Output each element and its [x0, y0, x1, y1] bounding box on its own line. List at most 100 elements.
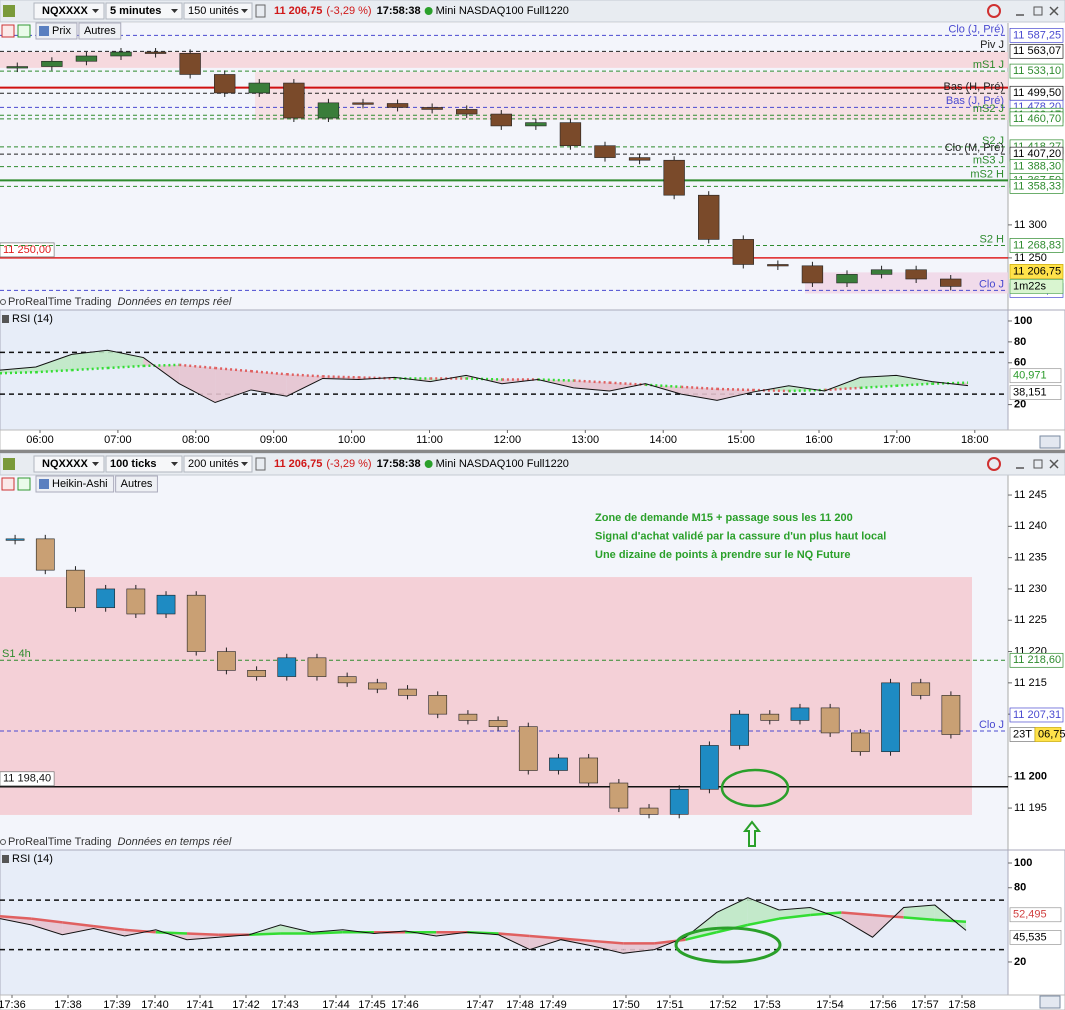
time-axis: [0, 994, 1065, 1010]
rsi-signal: [215, 366, 252, 373]
rsi-signal: [186, 932, 219, 936]
time-label: 15:00: [727, 434, 755, 446]
tab-icon-down[interactable]: [1, 24, 15, 38]
time-label: 10:00: [338, 434, 366, 446]
candle: [669, 788, 689, 815]
refresh-icon[interactable]: [987, 4, 1001, 18]
time-label: 17:51: [656, 999, 684, 1010]
tab[interactable]: [115, 475, 158, 493]
candle: [609, 782, 629, 809]
candle: [760, 713, 780, 721]
y-tick-label: 11 200: [1014, 771, 1047, 783]
watermark-sub: Données en temps réel: [118, 836, 232, 848]
candle: [836, 274, 858, 284]
rsi-signal: [717, 387, 753, 392]
tab-label[interactable]: Heikin-Ashi: [52, 478, 108, 490]
zoom-button[interactable]: [1039, 995, 1061, 1009]
y-tick-label: 11 230: [1014, 583, 1047, 595]
rsi-signal: [250, 369, 287, 376]
y-tick-label: 11 240: [1014, 520, 1047, 532]
time-label: 17:46: [391, 999, 419, 1010]
tab[interactable]: [35, 475, 115, 493]
tab-icon-up[interactable]: [17, 24, 31, 38]
rsi-signal: [778, 913, 811, 920]
price-change: (-3,29 %): [326, 5, 371, 17]
candle: [110, 51, 132, 57]
dropdown-arrow[interactable]: [241, 462, 248, 466]
rsi-icon: [2, 315, 9, 323]
clock: 17:58:38: [377, 5, 421, 17]
time-label: 17:49: [539, 999, 567, 1010]
level-label: S1 4h: [2, 648, 31, 660]
dropdown-arrow[interactable]: [241, 9, 248, 13]
rsi-last: 38,151: [1013, 387, 1047, 399]
dropdown-arrow[interactable]: [171, 9, 178, 13]
tab-label[interactable]: Autres: [84, 25, 116, 37]
level-price-box: 11 563,07: [1013, 45, 1061, 57]
symbol-field[interactable]: [33, 2, 105, 20]
candle: [75, 55, 98, 62]
tab-chart-icon: [39, 479, 49, 489]
period-field[interactable]: [105, 2, 183, 20]
y-tick-label: 80: [1014, 336, 1026, 348]
tab[interactable]: [78, 22, 122, 40]
level-price-box-bg: [1009, 111, 1064, 127]
time-label: 17:45: [358, 999, 386, 1010]
maximize-icon[interactable]: [1033, 6, 1043, 16]
rsi-signal: [0, 914, 32, 920]
candle: [732, 239, 754, 265]
y-tick-label: 11 195: [1014, 802, 1047, 814]
rsi-signal: [311, 931, 343, 935]
refresh-icon[interactable]: [987, 457, 1001, 471]
zone: [0, 52, 1008, 68]
info-icon[interactable]: [255, 4, 266, 18]
candle: [911, 682, 931, 696]
time-label: 17:36: [0, 999, 26, 1010]
symbol-field[interactable]: [33, 455, 105, 473]
zone: [255, 71, 1008, 120]
annotation: Zone de demande M15 + passage sous les 1…: [595, 512, 853, 524]
candle: [639, 807, 659, 815]
rsi-signal: [537, 378, 574, 382]
candle: [456, 109, 478, 115]
dropdown-arrow[interactable]: [171, 462, 178, 466]
status-dot: [424, 460, 433, 468]
chart-icon: [3, 458, 15, 470]
y-tick-label: 100: [1014, 315, 1032, 327]
candle: [663, 159, 685, 196]
close-icon[interactable]: [1049, 6, 1059, 16]
dropdown-arrow[interactable]: [92, 9, 99, 13]
y-tick-label: 20: [1014, 956, 1026, 968]
signal-last: 40,971: [1013, 370, 1047, 382]
zoom-button[interactable]: [1039, 435, 1061, 449]
level-label: mS2 H: [970, 168, 1004, 180]
close-icon[interactable]: [1049, 459, 1059, 469]
units-field[interactable]: [183, 2, 253, 20]
watermark: ProRealTime Trading: [8, 836, 112, 848]
rsi-fill: [71, 350, 108, 371]
info-icon[interactable]: [255, 457, 266, 471]
rsi-signal: [71, 366, 108, 372]
rsi-signal: [322, 375, 359, 379]
zone: [0, 577, 972, 815]
maximize-icon[interactable]: [1033, 459, 1043, 469]
tab-label[interactable]: Autres: [121, 478, 153, 490]
dropdown-arrow[interactable]: [92, 462, 99, 466]
time-label: 07:00: [104, 434, 132, 446]
level-price-box: 11 407,20: [1013, 148, 1061, 160]
rsi-signal: [591, 939, 624, 945]
rsi-fill: [779, 907, 811, 919]
candle: [5, 538, 25, 541]
tab-icon-up[interactable]: [17, 477, 31, 491]
time-label: 12:00: [494, 434, 522, 446]
candle: [549, 757, 568, 771]
tab-label[interactable]: Prix: [52, 25, 71, 37]
level-price-box-bg: [1009, 707, 1064, 723]
tab-icon-down[interactable]: [1, 477, 15, 491]
period-field[interactable]: [105, 455, 183, 473]
y-tick-label: 60: [1014, 357, 1026, 369]
rsi-last-bg: [1009, 385, 1062, 400]
candle: [283, 82, 305, 119]
candle: [490, 113, 512, 127]
units-field[interactable]: [183, 455, 253, 473]
